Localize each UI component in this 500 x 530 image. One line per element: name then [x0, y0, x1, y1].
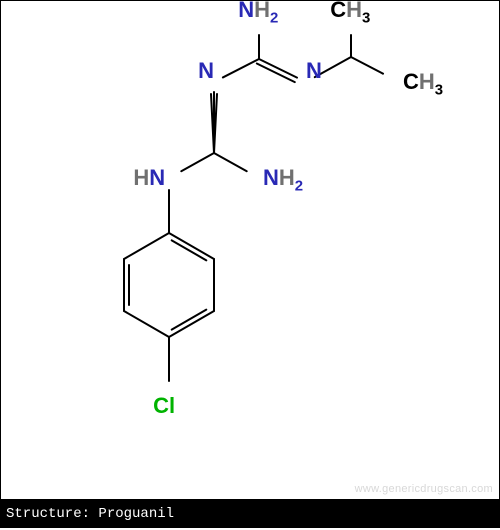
- atom-label-N3: N: [306, 60, 322, 82]
- atom-label-N6: HN: [133, 167, 165, 189]
- atom-label-Me2: CH3: [403, 71, 443, 98]
- atom-label-Cl: Cl: [153, 395, 175, 417]
- atom-label-Me1: CH3: [330, 0, 370, 26]
- structure-canvas: N NH2 N CH3 CH3 NH2 HN Cl www.genericdrugscan.c…: [0, 0, 500, 500]
- atom-label-NH2a: NH2: [238, 0, 278, 26]
- watermark: www.genericdrugscan.com: [355, 483, 493, 495]
- caption-prefix: Structure:: [6, 506, 98, 522]
- caption-bar: Structure: Proguanil: [0, 500, 500, 528]
- atom-label-NH2b: NH2: [263, 167, 303, 194]
- compound-name: Proguanil: [98, 506, 174, 522]
- atom-label-N1: N: [198, 60, 214, 82]
